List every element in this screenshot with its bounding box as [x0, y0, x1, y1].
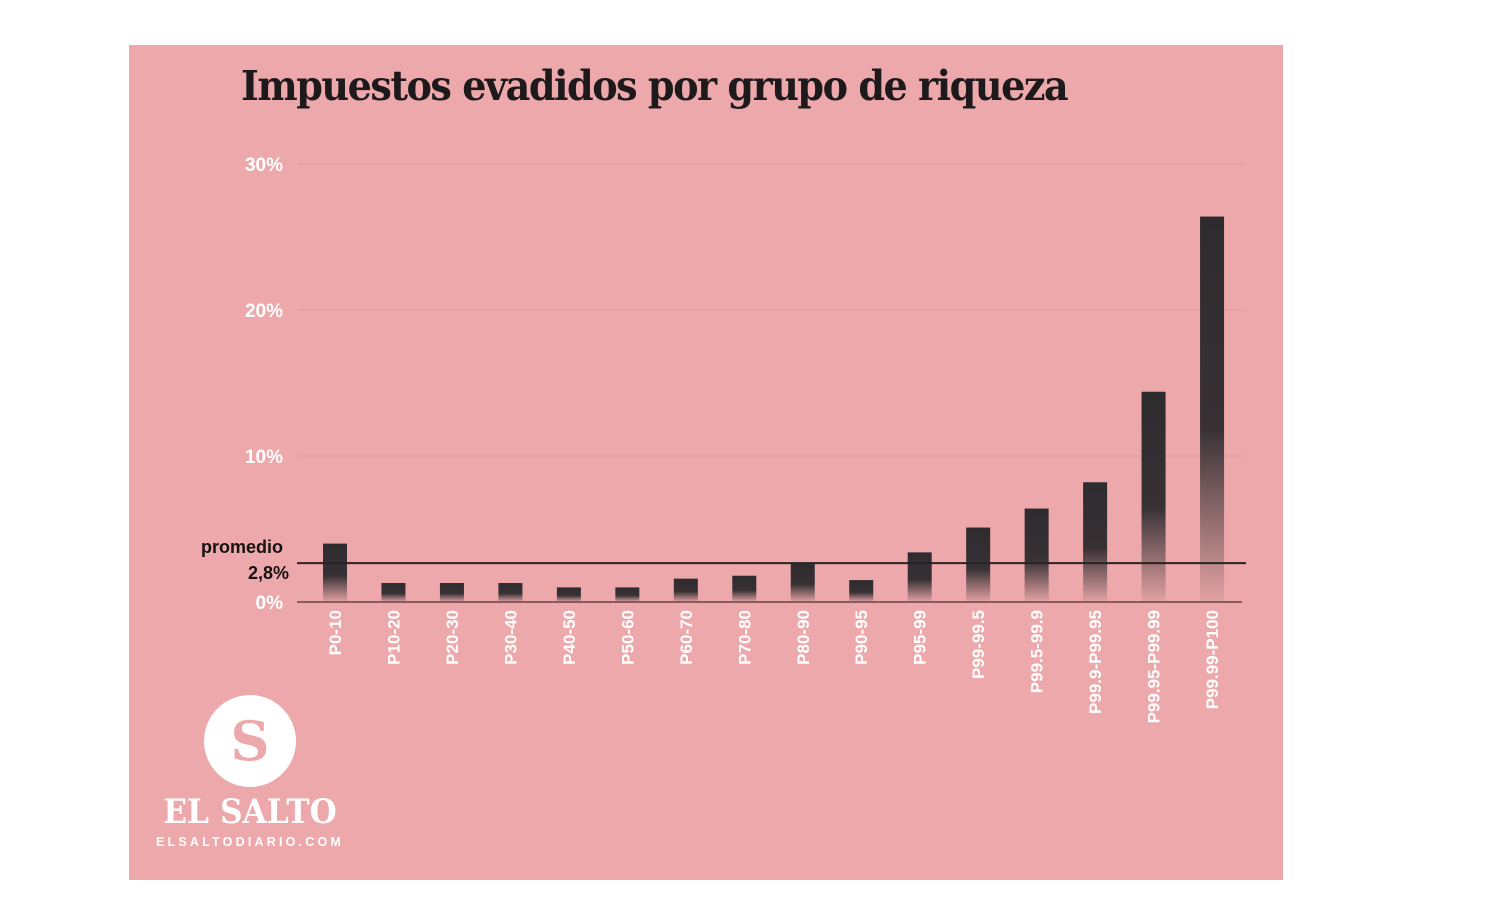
bar-p90-95: [849, 580, 874, 602]
bar-p80-90: [790, 562, 815, 602]
logo-circle: S: [204, 695, 296, 787]
x-tick-label: P50-60: [618, 610, 637, 665]
bar-p10-20: [381, 583, 406, 602]
bar-p99_95-p99_99: [1141, 391, 1166, 602]
bar-p99-99_5: [966, 527, 991, 602]
x-tick-label: P95-99: [911, 610, 930, 665]
y-tick-label: 30%: [245, 155, 283, 176]
x-tick-label: P10-20: [384, 610, 403, 665]
chart-title: Impuestos evadidos por grupo de riqueza: [241, 62, 1069, 110]
x-tick-label: P99.95-P99.99: [1145, 610, 1164, 723]
y-tick-label: 10%: [245, 447, 283, 468]
x-tick-label: P99-99.5: [969, 610, 988, 679]
x-tick-label: P99.5-99.9: [1028, 610, 1047, 693]
bar-p99_5-99_9: [1024, 508, 1049, 602]
chart-panel: [129, 45, 1283, 880]
logo-url: ELSALTODIARIO.COM: [156, 835, 344, 849]
bar-p99_9-p99_95: [1083, 482, 1108, 602]
x-axis-labels: P0-10 P10-20 P20-30 P30-40 P40-50 P50-60 P60-7…: [326, 610, 1222, 723]
y-axis-ticks: 0% 10% 20% 30%: [245, 155, 283, 614]
x-tick-label: P80-90: [794, 610, 813, 665]
average-label: promedio: [201, 537, 283, 557]
x-tick-label: P99.9-P99.95: [1086, 610, 1105, 714]
average-value-label: 2,8%: [248, 563, 289, 583]
bar-p30-40: [498, 583, 523, 602]
bar-p60-70: [673, 578, 698, 602]
x-tick-label: P60-70: [677, 610, 696, 665]
bar-p40-50: [556, 587, 581, 602]
logo-name: EL SALTO: [163, 792, 337, 832]
bars: [323, 216, 1225, 602]
gridlines: [297, 163, 1246, 457]
x-tick-label: P70-80: [735, 610, 754, 665]
bar-p99_99-p100: [1200, 216, 1225, 602]
x-tick-label: P0-10: [326, 610, 345, 655]
average-line-group: promedio 2,8%: [201, 537, 1246, 583]
bar-p50-60: [615, 587, 640, 602]
x-tick-label: P90-95: [852, 610, 871, 665]
x-tick-label: P40-50: [560, 610, 579, 665]
bar-p95-99: [907, 552, 932, 602]
bar-p0-10: [323, 543, 347, 602]
x-tick-label: P30-40: [501, 610, 520, 665]
bar-p70-80: [732, 575, 757, 602]
x-tick-label: P20-30: [443, 610, 462, 665]
el-salto-logo: S EL SALTO ELSALTODIARIO.COM: [150, 695, 350, 849]
x-tick-label: P99.99-P100: [1203, 610, 1222, 709]
logo-letter: S: [230, 709, 270, 773]
y-tick-label: 20%: [245, 301, 283, 322]
y-tick-label: 0%: [256, 593, 284, 614]
bar-p20-30: [439, 583, 464, 602]
